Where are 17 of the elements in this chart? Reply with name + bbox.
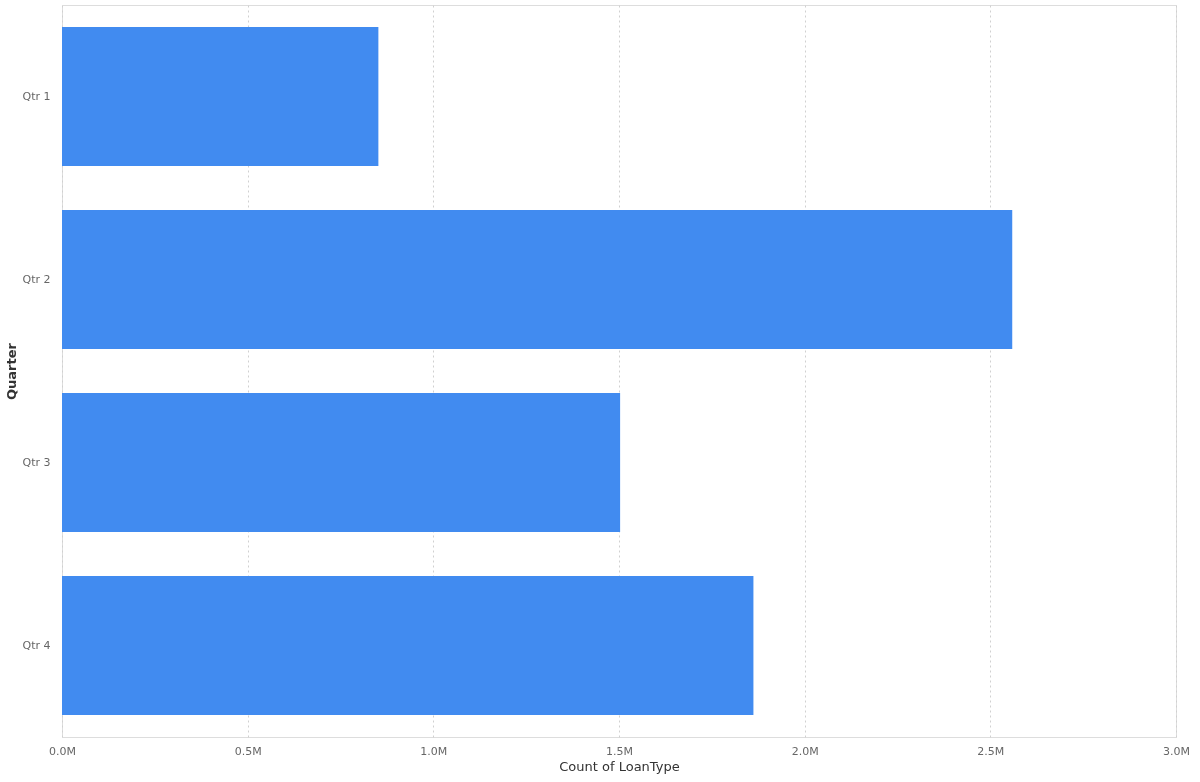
x-tick-label: 1.5M	[606, 744, 633, 758]
bar	[62, 575, 754, 716]
y-tick-label: Qtr 4	[22, 638, 51, 652]
y-tick-label: Qtr 3	[22, 455, 51, 469]
bar	[62, 26, 379, 167]
bar	[62, 209, 1013, 350]
x-tick-label: 1.0M	[420, 744, 448, 758]
y-tick-label: Qtr 1	[22, 89, 51, 103]
x-axis-title: Count of LoanType	[559, 758, 680, 774]
bar	[62, 392, 621, 533]
x-tick-label: 0.0M	[49, 744, 76, 758]
x-tick-label: 2.5M	[977, 744, 1005, 758]
y-tick-label: Qtr 2	[22, 272, 51, 286]
x-tick-label: 2.0M	[791, 744, 819, 758]
y-axis-title: Quarter	[3, 342, 19, 400]
x-tick-label: 3.0M	[1163, 744, 1190, 758]
x-tick-label: 0.5M	[234, 744, 262, 758]
